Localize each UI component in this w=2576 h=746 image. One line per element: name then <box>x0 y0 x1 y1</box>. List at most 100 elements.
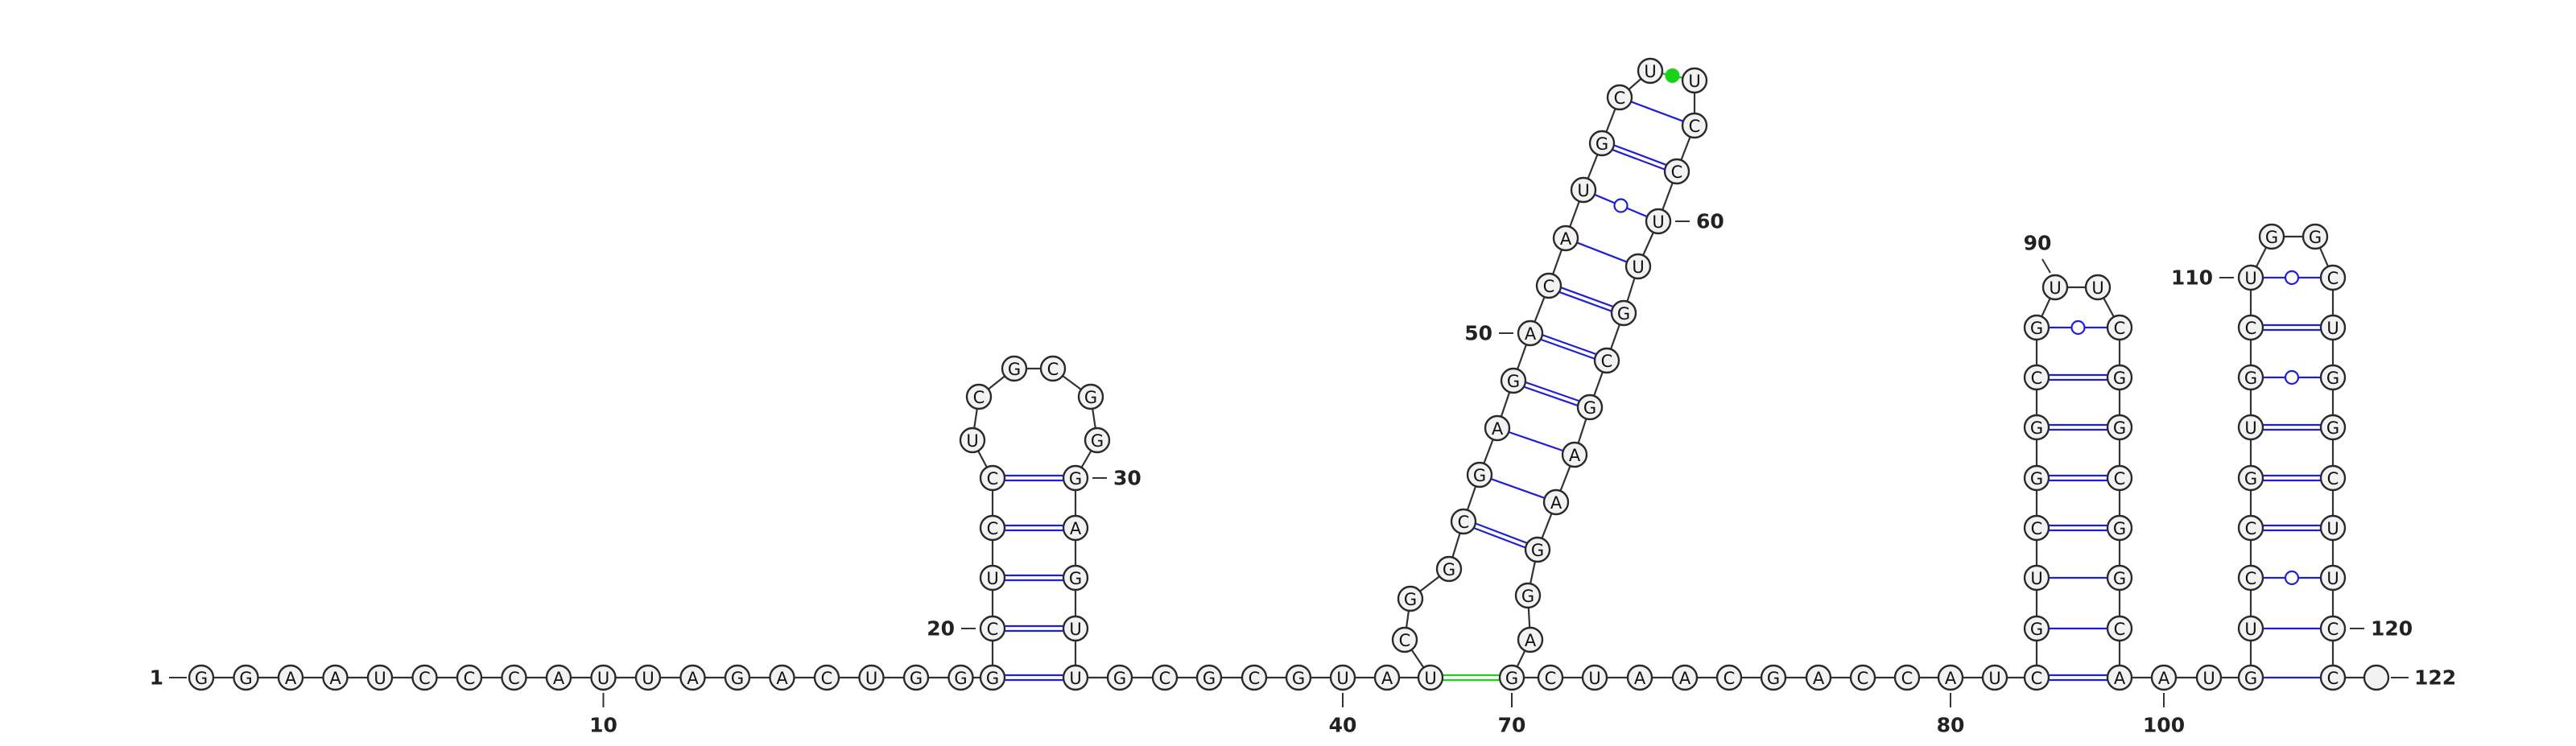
nucleotide-119: U <box>2319 564 2347 591</box>
nucleotide-106: G <box>2237 464 2264 492</box>
base-pair-gc <box>1005 674 1063 682</box>
nucleotide-9: A <box>545 664 572 691</box>
svg-text:G: G <box>1521 587 1534 606</box>
nucleotide-78: C <box>1849 664 1876 691</box>
nucleotide-89: G <box>2023 314 2050 341</box>
svg-text:C: C <box>2114 469 2126 488</box>
svg-text:120: 120 <box>2371 617 2413 641</box>
nucleotide-107: U <box>2237 414 2264 441</box>
nucleotide-104: C <box>2237 564 2264 591</box>
nucleotide-57: U <box>1681 67 1708 94</box>
svg-text:U: U <box>1577 181 1589 200</box>
svg-text:C: C <box>1249 669 1261 688</box>
base-pair-layer <box>1005 68 2321 682</box>
svg-text:U: U <box>2202 669 2215 688</box>
svg-text:U: U <box>2326 319 2339 338</box>
nucleotide-70: G <box>1498 664 1525 691</box>
svg-text:C: C <box>1614 89 1626 108</box>
svg-text:C: C <box>987 620 999 639</box>
base-pair-nc2 <box>1443 674 1500 682</box>
base-pair-gc <box>1523 381 1580 406</box>
nucleotide-69: A <box>1517 626 1544 653</box>
nucleotide-34: U <box>1062 664 1089 691</box>
svg-text:A: A <box>1525 324 1537 344</box>
svg-text:A: A <box>687 669 699 688</box>
svg-text:G: G <box>2030 620 2043 639</box>
svg-text:C: C <box>1543 277 1555 296</box>
nucleotide-92: C <box>2106 314 2133 341</box>
base-pair-gu <box>2263 369 2321 385</box>
nucleotide-61: U <box>1624 253 1652 280</box>
base-pair-gc <box>1612 144 1667 171</box>
nucleotide-11: U <box>634 664 662 691</box>
base-pair-gc <box>2049 524 2107 532</box>
svg-text:U: U <box>1424 669 1436 688</box>
svg-text:U: U <box>1644 62 1656 81</box>
svg-text:1: 1 <box>150 666 163 690</box>
position-label-90: 90 <box>2024 232 2052 274</box>
nucleotide-25: C <box>965 383 993 410</box>
nucleotide-12: A <box>679 664 706 691</box>
base-pair-au <box>1490 478 1546 499</box>
position-label-70: 70 <box>1498 693 1526 737</box>
svg-text:A: A <box>329 669 341 688</box>
nucleotide-58: C <box>1681 112 1708 139</box>
svg-text:G: G <box>1069 469 1082 488</box>
nucleotide-18: G <box>947 664 974 691</box>
position-label-60: 60 <box>1675 210 1724 233</box>
svg-text:70: 70 <box>1498 714 1526 737</box>
svg-text:U: U <box>2030 569 2042 588</box>
svg-text:C: C <box>2031 669 2043 688</box>
nucleotide-79: C <box>1893 664 1921 691</box>
nucleotide-75: C <box>1715 664 1743 691</box>
nucleotide-87: G <box>2023 414 2050 441</box>
svg-text:G: G <box>195 669 208 688</box>
nucleotide-66: A <box>1542 488 1570 516</box>
svg-text:C: C <box>1671 163 1683 182</box>
svg-text:A: A <box>776 669 788 688</box>
svg-text:C: C <box>1458 513 1470 532</box>
svg-text:A: A <box>1381 669 1393 688</box>
svg-text:U: U <box>2326 519 2339 538</box>
svg-text:U: U <box>2049 278 2061 298</box>
svg-text:C: C <box>1724 669 1736 688</box>
nucleotide-30: G <box>1062 464 1089 492</box>
nucleotide-3: A <box>277 664 304 691</box>
nucleotide-19: G <box>979 664 1006 691</box>
svg-text:20: 20 <box>927 617 955 641</box>
svg-text:G: G <box>2113 519 2126 538</box>
base-pair-gc <box>2263 423 2321 431</box>
nucleotide-59: C <box>1663 158 1690 185</box>
nucleotide-72: U <box>1581 664 1608 691</box>
nucleotide-67: G <box>1524 536 1551 563</box>
nucleotide-115: G <box>2319 364 2347 391</box>
svg-text:G: G <box>2113 369 2126 388</box>
nucleotide-76: G <box>1760 664 1787 691</box>
svg-text:U: U <box>1988 669 2000 688</box>
svg-text:C: C <box>1857 669 1869 688</box>
svg-text:U: U <box>2091 278 2103 298</box>
nucleotide-55: C <box>1606 84 1633 111</box>
base-pair-gc <box>1005 474 1063 482</box>
svg-text:C: C <box>2031 369 2043 388</box>
nucleotide-65: A <box>1561 441 1588 468</box>
nucleotide-117: C <box>2319 464 2347 492</box>
nucleotide-64: G <box>1576 394 1604 421</box>
svg-text:C: C <box>2114 620 2126 639</box>
nucleotide-116: G <box>2319 414 2347 441</box>
nucleotide-31: A <box>1062 514 1089 542</box>
svg-text:U: U <box>966 431 978 451</box>
base-pair-au <box>1630 101 1684 122</box>
svg-text:60: 60 <box>1696 210 1724 233</box>
nucleotide-32: G <box>1062 564 1089 591</box>
nucleotide-60: U <box>1645 208 1672 235</box>
position-label-1: 1 <box>150 666 184 690</box>
svg-text:90: 90 <box>2024 232 2052 255</box>
nucleotide-47: G <box>1466 461 1493 488</box>
svg-text:G: G <box>2113 569 2126 588</box>
svg-text:A: A <box>1945 669 1957 688</box>
position-label-110: 110 <box>2171 266 2234 290</box>
nucleotide-113: C <box>2319 264 2347 291</box>
